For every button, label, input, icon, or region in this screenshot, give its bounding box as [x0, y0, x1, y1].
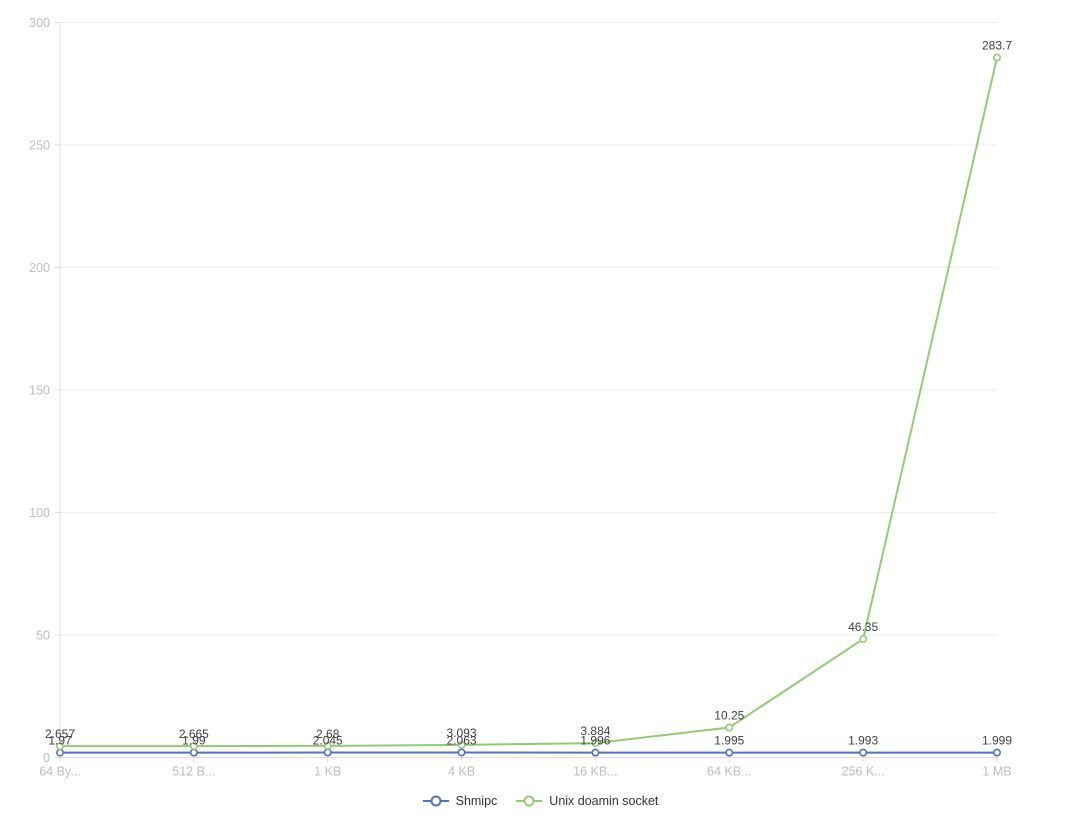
y-axis-tick-label: 250 [29, 139, 50, 153]
data-point-shmipc[interactable] [457, 748, 466, 757]
data-label-shmipc: 1.996 [580, 734, 610, 748]
data-point-unix-doamin-socket[interactable] [189, 742, 198, 751]
data-label-shmipc: 2.063 [447, 733, 477, 747]
x-axis-tick-label: 64 By... [39, 765, 80, 779]
x-axis-tick-label: 512 B... [172, 765, 215, 779]
data-label-unix-doamin-socket: 3.093 [447, 726, 477, 740]
legend-label-shmipc: Shmipc [455, 794, 498, 808]
data-point-unix-doamin-socket[interactable] [725, 723, 734, 732]
data-label-unix-doamin-socket: 283.7 [982, 39, 1012, 53]
data-label-shmipc: 1.97 [48, 734, 72, 748]
data-label-shmipc: 2.045 [313, 733, 343, 747]
y-axis-tick-label: 0 [43, 751, 50, 765]
data-point-shmipc[interactable] [591, 748, 600, 757]
data-point-unix-doamin-socket[interactable] [323, 741, 332, 750]
data-point-shmipc[interactable] [323, 748, 332, 757]
data-point-shmipc[interactable] [55, 748, 64, 757]
x-axis-tick-label: 1 KB [314, 765, 341, 779]
data-point-shmipc[interactable] [859, 748, 868, 757]
data-label-unix-doamin-socket: 3.884 [580, 724, 610, 738]
x-axis-tick-label: 16 KB... [573, 765, 617, 779]
y-axis-tick-label: 300 [29, 16, 50, 30]
x-axis-tick-label: 4 KB [448, 765, 475, 779]
data-point-unix-doamin-socket[interactable] [457, 740, 466, 749]
data-label-shmipc: 1.993 [848, 734, 878, 748]
data-point-unix-doamin-socket[interactable] [591, 739, 600, 748]
data-point-unix-doamin-socket[interactable] [55, 742, 64, 751]
x-axis-tick-label: 1 MB [982, 765, 1011, 779]
data-label-shmipc: 1.99 [182, 734, 206, 748]
data-point-shmipc[interactable] [992, 748, 1001, 757]
data-label-unix-doamin-socket: 2.657 [45, 727, 75, 741]
y-axis-tick-label: 150 [29, 384, 50, 398]
data-label-shmipc: 1.999 [982, 734, 1012, 748]
data-point-shmipc[interactable] [725, 748, 734, 757]
series-line-unix-doamin-socket [59, 56, 998, 748]
y-axis-tick-label: 200 [29, 261, 50, 275]
x-axis-tick-label: 64 KB... [707, 765, 751, 779]
data-label-unix-doamin-socket: 10.25 [714, 708, 744, 722]
data-label-shmipc: 1.995 [714, 734, 744, 748]
data-label-unix-doamin-socket: 46.35 [848, 620, 878, 634]
data-point-unix-doamin-socket[interactable] [859, 635, 868, 644]
data-label-unix-doamin-socket: 2.68 [316, 727, 340, 741]
legend-label-unix-domain-socket: Unix doamin socket [549, 794, 659, 808]
x-axis-tick-label: 256 K... [842, 765, 885, 779]
y-axis-tick-label: 100 [29, 506, 50, 520]
legend-item-unix-domain-socket[interactable]: Unix doamin socket [515, 794, 658, 808]
legend-item-shmipc[interactable]: Shmipc [422, 794, 498, 808]
unix-domain-socket-line-marker-icon [516, 795, 543, 807]
data-point-shmipc[interactable] [189, 748, 198, 757]
data-label-unix-doamin-socket: 2.665 [179, 727, 209, 741]
y-axis-tick-label: 50 [36, 629, 50, 643]
chart-legend: Shmipc Unix doamin socket [0, 794, 1080, 808]
data-point-unix-doamin-socket[interactable] [992, 53, 1001, 62]
shmipc-line-marker-icon [422, 795, 449, 807]
